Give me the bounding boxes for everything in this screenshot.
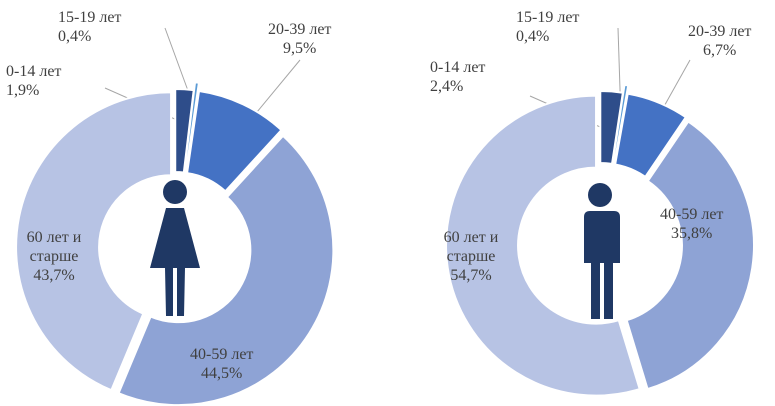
donut-slice [174, 88, 195, 174]
slice-label: 0-14 лет 2,4% [430, 58, 485, 96]
value-label: 0,4% [58, 28, 92, 45]
value-label: 6,7% [703, 42, 737, 59]
slice-label: 40-59 лет 44,5% [190, 345, 253, 383]
category-label: 20-39 лет [268, 21, 332, 38]
chart-men [445, 27, 755, 397]
category-label: 15-19 лет [516, 9, 580, 26]
donut-slice [184, 81, 201, 166]
donut-slice [15, 91, 173, 392]
donut-slice [117, 134, 335, 406]
slice-label: 15-19 лет 0,4% [516, 8, 579, 46]
slice-label: 60 лет и старше 54,7% [435, 228, 507, 285]
category-label: 40-59 лет [190, 346, 254, 363]
value-label: 0,4% [516, 28, 550, 45]
woman-icon [150, 180, 200, 316]
slice-label: 60 лет и старше 43,7% [18, 228, 90, 285]
chart-women [15, 27, 335, 406]
value-label: 43,7% [33, 267, 75, 284]
man-icon [584, 183, 620, 319]
category-label: 0-14 лет [430, 59, 486, 76]
category-label: 40-59 лет [660, 206, 724, 223]
slice-label: 20-39 лет 9,5% [268, 20, 331, 58]
slice-label: 20-39 лет 6,7% [688, 22, 751, 60]
slice-label: 15-19 лет 0,4% [58, 8, 121, 46]
value-label: 1,9% [6, 82, 40, 99]
category-label: 15-19 лет [58, 9, 122, 26]
donut-slice [185, 89, 283, 193]
donut-slice [599, 90, 624, 166]
donut-slice [445, 94, 641, 397]
slice-label: 0-14 лет 1,9% [6, 62, 61, 100]
value-label: 2,4% [430, 78, 464, 95]
category-label: 60 лет и старше [26, 229, 82, 265]
category-label: 0-14 лет [6, 63, 62, 80]
value-label: 54,7% [450, 267, 492, 284]
donut-slice [613, 92, 688, 179]
donut-slice [625, 120, 755, 391]
slice-label: 40-59 лет 35,8% [660, 205, 723, 243]
category-label: 60 лет и старше [443, 229, 499, 265]
value-label: 44,5% [201, 365, 243, 382]
value-label: 9,5% [283, 40, 317, 57]
category-label: 20-39 лет [688, 23, 752, 40]
value-label: 35,8% [671, 225, 713, 242]
